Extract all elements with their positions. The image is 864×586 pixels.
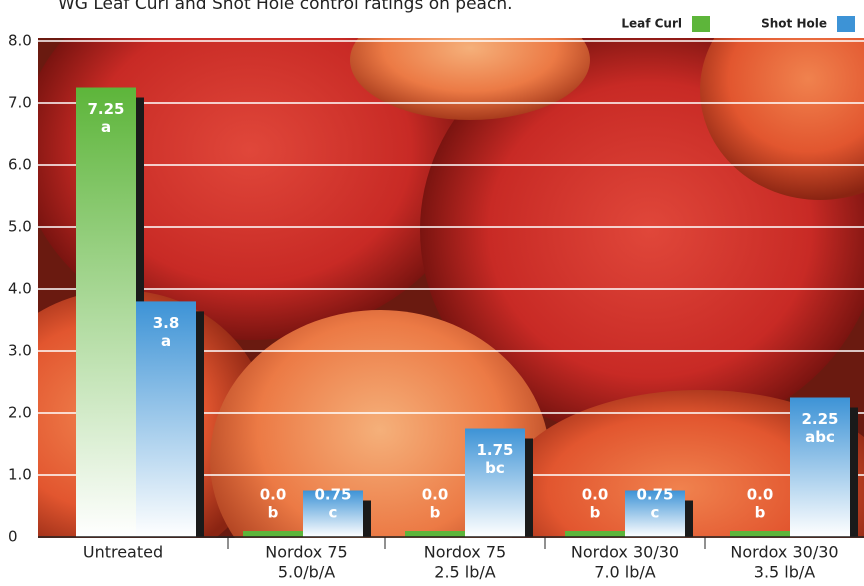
y-tick-label: 0 <box>8 528 18 546</box>
value-label: 0.75 <box>314 486 351 504</box>
x-tick-label: 3.5 lb/A <box>754 563 816 582</box>
y-tick-label: 3.0 <box>8 342 32 360</box>
x-tick-label: 5.0/b/A <box>278 563 335 582</box>
bar-shadow <box>363 500 371 537</box>
significance-letter: a <box>161 332 171 350</box>
significance-letter: abc <box>805 428 835 446</box>
bar <box>625 490 685 537</box>
value-label: 2.25 <box>801 410 838 428</box>
y-tick-label: 2.0 <box>8 404 32 422</box>
significance-letter: b <box>590 504 601 522</box>
value-label: 0.0 <box>747 486 774 504</box>
y-tick-label: 4.0 <box>8 280 32 298</box>
y-tick-label: 1.0 <box>8 466 32 484</box>
significance-letter: b <box>430 504 441 522</box>
significance-letter: bc <box>485 459 505 477</box>
significance-letter: b <box>268 504 279 522</box>
legend-swatch <box>692 16 710 32</box>
legend-label: Shot Hole <box>761 17 827 31</box>
x-tick-label: Untreated <box>83 543 163 562</box>
bar <box>790 397 850 537</box>
x-tick-label: Nordox 30/30 <box>571 543 679 562</box>
value-label: 3.8 <box>153 314 180 332</box>
legend-swatch <box>837 16 855 32</box>
significance-letter: c <box>329 504 338 522</box>
bar-shadow <box>850 407 858 537</box>
bar <box>565 531 625 537</box>
bar <box>76 87 136 537</box>
value-label: 0.0 <box>582 486 609 504</box>
significance-letter: b <box>755 504 766 522</box>
y-tick-label: 5.0 <box>8 218 32 236</box>
value-label: 0.75 <box>636 486 673 504</box>
bar-shadow <box>525 438 533 537</box>
x-tick-label: Nordox 75 <box>265 543 347 562</box>
significance-letter: a <box>101 118 111 136</box>
value-label: 0.0 <box>260 486 287 504</box>
value-label: 0.0 <box>422 486 449 504</box>
x-tick-label: Nordox 30/30 <box>730 543 838 562</box>
bar <box>243 531 303 537</box>
value-label: 1.75 <box>476 441 513 459</box>
legend-label: Leaf Curl <box>621 17 682 31</box>
bar <box>136 301 196 537</box>
bar <box>465 428 525 537</box>
bar <box>405 531 465 537</box>
bar-shadow <box>196 311 204 537</box>
y-tick-label: 8.0 <box>8 32 32 50</box>
y-tick-label: 7.0 <box>8 94 32 112</box>
chart-title: WG Leaf Curl and Shot Hole control ratin… <box>58 0 513 14</box>
bar <box>303 490 363 537</box>
bar-shadow <box>685 500 693 537</box>
significance-letter: c <box>651 504 660 522</box>
bar <box>730 531 790 537</box>
x-tick-label: 7.0 lb/A <box>594 563 656 582</box>
x-tick-label: 2.5 lb/A <box>434 563 496 582</box>
x-tick-label: Nordox 75 <box>424 543 506 562</box>
value-label: 7.25 <box>87 100 124 118</box>
y-tick-label: 6.0 <box>8 156 32 174</box>
